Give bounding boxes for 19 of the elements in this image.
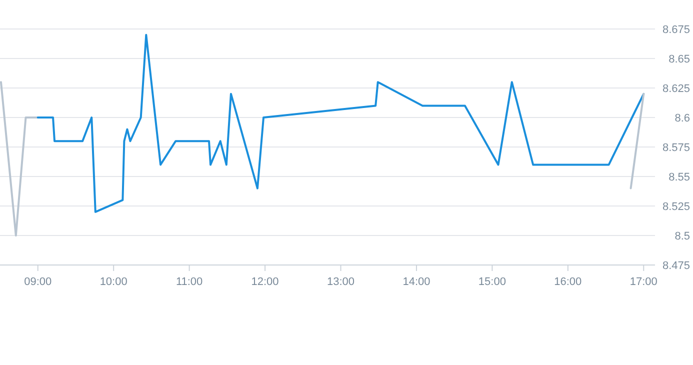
x-tick-label: 17:00 [630,276,658,288]
y-tick-label: 8.65 [668,54,690,66]
y-tick-label: 8.5 [674,230,690,242]
x-tick-label: 09:00 [24,276,52,288]
x-tick-label: 13:00 [326,276,355,288]
line-series [36,34,645,213]
x-tick-label: 16:00 [554,276,582,288]
y-tick-label: 8.475 [662,260,690,272]
x-tick-label: 11:00 [176,276,203,288]
x-tick-label: 14:00 [402,276,430,288]
y-tick-label: 8.525 [662,201,690,213]
y-tick-label: 8.625 [662,83,690,95]
x-tick-label: 15:00 [478,276,506,288]
y-tick-label: 8.675 [662,24,690,36]
y-tick-label: 8.575 [662,142,690,154]
y-tick-label: 8.6 [674,112,690,124]
y-tick-label: 8.55 [668,172,690,184]
x-tick-label: 10:00 [100,276,128,288]
x-tick-label: 12:00 [251,276,279,288]
